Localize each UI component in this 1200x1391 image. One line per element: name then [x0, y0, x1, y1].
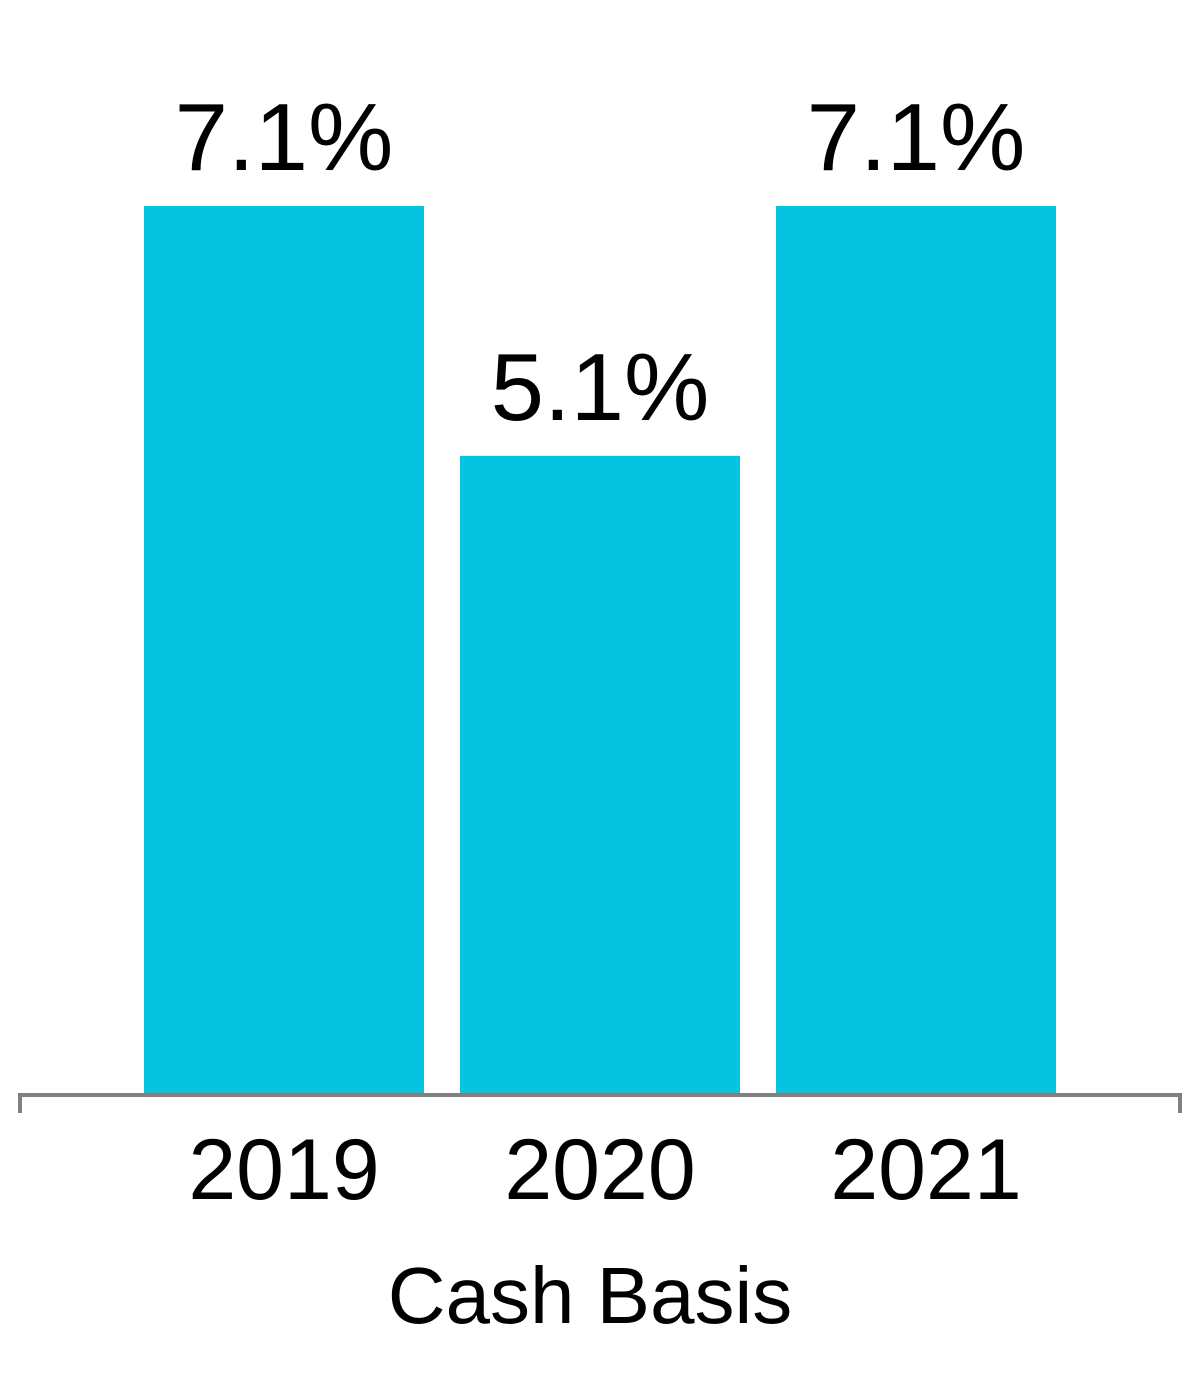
x-tick-label-2019: 2019 — [188, 1122, 379, 1218]
data-labels-group: 7.1% 5.1% 7.1% — [175, 84, 1026, 441]
bar-2020 — [460, 455, 740, 1094]
x-axis — [18, 1093, 1182, 1113]
data-label-2020: 5.1% — [491, 334, 710, 441]
x-axis-title: Cash Basis — [388, 1251, 793, 1340]
bars-group — [144, 206, 1056, 1094]
data-label-2019: 7.1% — [175, 84, 394, 191]
data-label-2021: 7.1% — [807, 84, 1026, 191]
x-tick-labels-group: 2019 2020 2021 — [188, 1122, 1021, 1218]
x-tick-label-2020: 2020 — [504, 1122, 695, 1218]
x-tick-label-2021: 2021 — [830, 1122, 1021, 1218]
bar-2019 — [144, 206, 424, 1093]
bar-2021 — [776, 206, 1056, 1093]
